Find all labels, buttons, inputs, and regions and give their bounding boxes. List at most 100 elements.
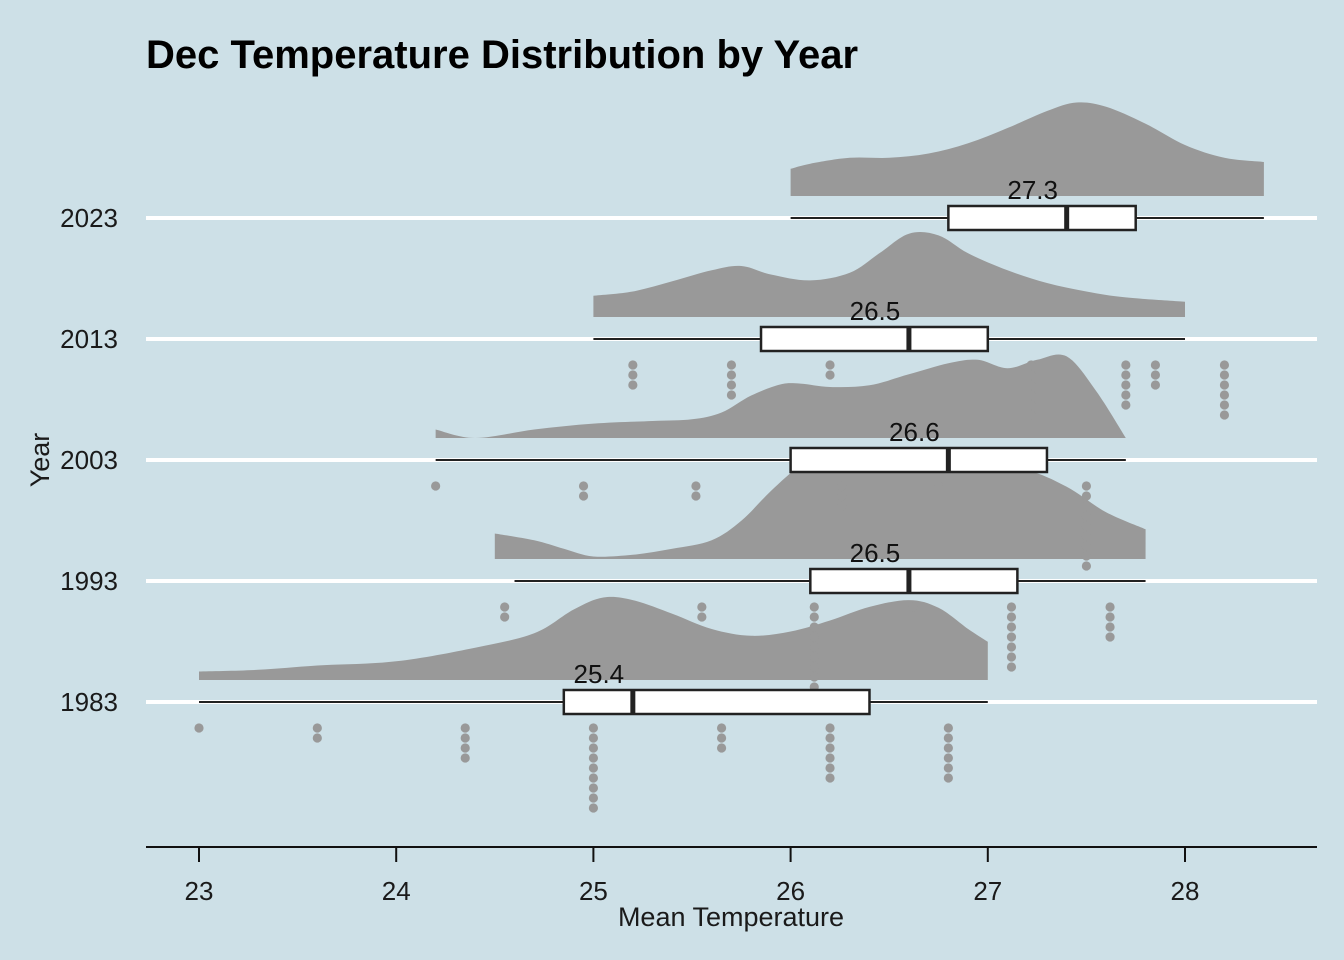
data-point-2013 <box>726 370 737 380</box>
y-axis: 1983 1993 2003 2013 2023 <box>60 203 118 717</box>
data-point-1993 <box>1006 622 1017 632</box>
data-point-2013 <box>825 360 835 370</box>
data-point-1993 <box>809 672 819 682</box>
x-tick-label-26: 26 <box>776 876 805 906</box>
data-point-1993 <box>809 632 819 642</box>
data-point-1993 <box>1105 622 1115 632</box>
data-point-2003 <box>1081 511 1091 521</box>
data-point-1983 <box>312 723 322 733</box>
density-1983 <box>199 596 988 680</box>
y-tick-label-2013: 2013 <box>60 324 118 354</box>
data-point-2003 <box>1081 521 1091 531</box>
data-point-2003 <box>837 501 847 511</box>
data-point-2003 <box>1081 541 1091 551</box>
x-tick-label-28: 28 <box>1171 876 1200 906</box>
data-point-1983 <box>943 773 953 783</box>
data-point-1983 <box>716 743 727 753</box>
data-point-2003 <box>578 481 589 491</box>
data-point-2013 <box>1219 380 1230 390</box>
data-point-1983 <box>460 733 470 743</box>
data-point-2013 <box>1121 360 1131 370</box>
data-point-2013 <box>726 380 737 390</box>
density-1993 <box>494 450 1146 559</box>
y-tick-label-2023: 2023 <box>60 203 118 233</box>
data-point-2013 <box>628 360 638 370</box>
data-point-2003 <box>837 491 847 501</box>
data-point-2013 <box>1026 380 1036 390</box>
data-point-1983 <box>943 753 953 763</box>
data-point-1983 <box>943 763 953 773</box>
data-point-2013 <box>1219 410 1230 420</box>
median-label-2013: 26.5 <box>850 296 901 326</box>
data-point-1983 <box>588 783 599 793</box>
data-point-2013 <box>1121 390 1131 400</box>
median-label-2003: 26.6 <box>889 417 940 447</box>
data-point-1993 <box>809 662 819 672</box>
data-point-1993 <box>1105 612 1115 622</box>
data-point-2013 <box>1219 400 1230 410</box>
data-point-1993 <box>1006 652 1017 662</box>
data-point-2013 <box>1026 390 1036 400</box>
data-point-2013 <box>1219 370 1230 380</box>
density-2003 <box>435 354 1126 438</box>
data-point-2013 <box>1026 360 1036 370</box>
data-point-1993 <box>500 602 510 612</box>
box-2003 <box>789 446 1049 474</box>
chart-title: Dec Temperature Distribution by Year <box>146 33 858 77</box>
data-point-1993 <box>697 602 707 612</box>
data-point-1983 <box>588 793 599 803</box>
data-point-1993 <box>500 612 510 622</box>
data-point-1983 <box>825 733 835 743</box>
data-point-2003 <box>1081 491 1091 501</box>
box-1983 <box>562 688 871 716</box>
data-point-2003 <box>1081 501 1091 511</box>
data-point-2013 <box>1219 360 1230 370</box>
data-point-2013 <box>1150 380 1161 390</box>
data-point-1983 <box>460 723 470 733</box>
box-2023 <box>947 204 1137 232</box>
data-point-2013 <box>726 360 737 370</box>
density-layer <box>199 102 1264 680</box>
data-point-1983 <box>825 743 835 753</box>
data-point-1993 <box>809 602 819 612</box>
data-point-2013 <box>1219 390 1230 400</box>
data-point-1993 <box>908 602 918 612</box>
data-point-1993 <box>809 652 819 662</box>
data-point-2013 <box>1026 410 1036 420</box>
data-point-1983 <box>588 753 599 763</box>
data-point-2003 <box>691 481 701 491</box>
x-axis: 23 24 25 26 27 28 <box>146 846 1317 906</box>
data-point-2003 <box>691 491 701 501</box>
data-point-2013 <box>1150 360 1161 370</box>
x-tick-label-24: 24 <box>382 876 411 906</box>
data-point-2003 <box>1081 551 1091 561</box>
data-point-2003 <box>933 481 944 491</box>
density-2023 <box>790 102 1264 196</box>
y-tick-label-1993: 1993 <box>60 566 118 596</box>
data-point-1993 <box>1105 602 1115 612</box>
data-point-1993 <box>809 612 819 622</box>
median-label-1983: 25.4 <box>574 659 625 689</box>
data-point-2013 <box>1026 370 1036 380</box>
data-point-1983 <box>194 723 204 733</box>
data-point-1983 <box>716 733 727 743</box>
x-axis-title: Mean Temperature <box>618 902 844 932</box>
data-point-1983 <box>588 763 599 773</box>
data-point-1993 <box>809 642 819 652</box>
data-point-1993 <box>1006 612 1017 622</box>
data-point-2003 <box>1081 561 1091 571</box>
data-point-1983 <box>460 753 470 763</box>
data-point-1983 <box>943 733 953 743</box>
median-label-2023: 27.3 <box>1007 175 1058 205</box>
boxplot-layer: 25.4 26.5 26.6 26.5 27.3 <box>199 175 1264 716</box>
data-point-2013 <box>628 370 638 380</box>
data-point-1993 <box>1006 602 1017 612</box>
data-point-2013 <box>1121 400 1131 410</box>
data-point-1983 <box>588 733 599 743</box>
data-point-1993 <box>697 612 707 622</box>
data-point-1983 <box>588 803 599 813</box>
data-point-2003 <box>1081 481 1091 491</box>
data-point-1993 <box>1105 632 1115 642</box>
data-point-2003 <box>1081 531 1091 541</box>
